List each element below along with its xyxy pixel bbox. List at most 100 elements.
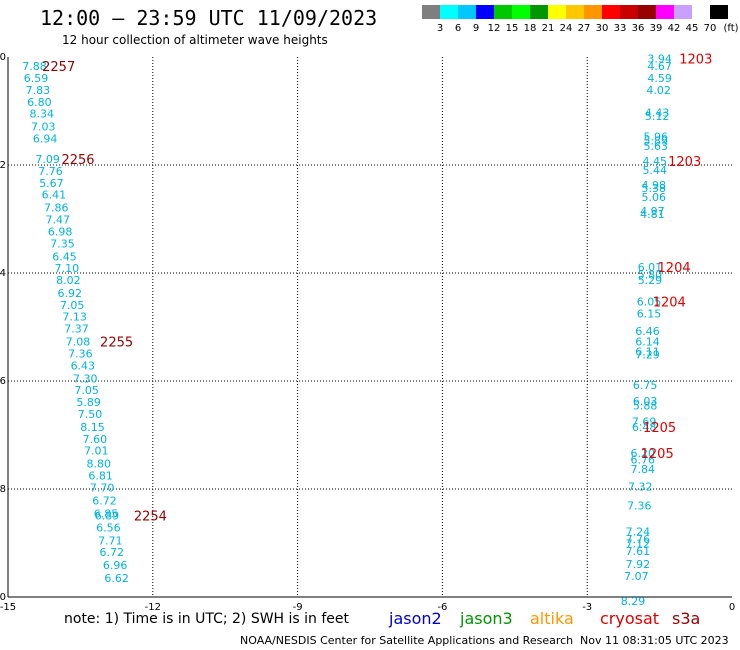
x-tick-label: -6 (437, 602, 447, 613)
x-tick-label: -9 (293, 602, 303, 613)
wave-height-value: 7.92 (626, 558, 651, 571)
wave-height-value: 6.75 (633, 379, 658, 392)
wave-height-value: 7.70 (90, 481, 115, 494)
credit-text: NOAA/NESDIS Center for Satellite Applica… (240, 634, 574, 647)
wave-height-value: 5.29 (638, 274, 663, 287)
wave-height-value: 5.80 (638, 269, 663, 282)
wave-height-value: 4.67 (647, 60, 672, 73)
wave-height-value: 7.09 (35, 153, 60, 166)
y-tick-label: 0 (0, 52, 6, 63)
wave-height-value: 8.80 (86, 458, 111, 471)
scale-swatch (692, 5, 710, 19)
wave-height-value: 4.81 (640, 208, 665, 221)
wave-height-value: 7.47 (45, 214, 70, 227)
y-tick-label: -8 (0, 484, 6, 495)
wave-height-value: 7.37 (64, 323, 89, 336)
scale-label: 27 (577, 23, 591, 34)
wave-height-value: 8.34 (30, 108, 55, 121)
marks-layer: 7.886.597.836.808.347.036.947.097.765.67… (22, 53, 712, 608)
pass-time-label: 1204 (653, 296, 686, 311)
wave-height-value: 6.56 (96, 521, 121, 534)
mission-label-altika: altika (530, 609, 574, 628)
wave-height-value: 7.50 (78, 408, 103, 421)
scale-swatch (548, 5, 566, 19)
wave-height-value: 7.29 (635, 349, 660, 362)
wave-height-value: 7.84 (630, 463, 655, 476)
wave-height-value: 6.98 (48, 225, 73, 238)
wave-height-value: 7.30 (73, 372, 98, 385)
scale-swatch (530, 5, 548, 19)
wave-height-value: 5.88 (633, 399, 658, 412)
mission-label-jason3: jason3 (460, 609, 513, 628)
wave-height-value: 7.24 (626, 526, 651, 539)
wave-height-value: 5.63 (643, 140, 668, 153)
scale-label: 6 (454, 23, 462, 34)
plot-area: -15-12-9-6-300-2-4-6-8-10 7.886.597.836.… (0, 52, 735, 613)
wave-height-value: 4.97 (640, 205, 665, 218)
wave-height-value: 7.76 (626, 533, 651, 546)
y-tick-label: -10 (0, 592, 6, 603)
wave-height-value: 5.38 (642, 182, 667, 195)
wave-height-value: 7.71 (98, 534, 123, 547)
scale-label: 30 (595, 23, 609, 34)
scale-swatch (512, 5, 530, 19)
wave-height-value: 5.44 (643, 164, 668, 177)
mission-label-jason2: jason2 (389, 609, 442, 628)
pass-time-label: 1205 (641, 447, 674, 462)
wave-height-value: 7.03 (31, 121, 56, 134)
wave-height-value: 6.20 (630, 447, 655, 460)
scale-swatch (638, 5, 656, 19)
scale-label: 21 (541, 23, 555, 34)
scale-label: 3 (436, 23, 444, 34)
scale-swatch (458, 5, 476, 19)
wave-height-value: 6.01 (638, 261, 663, 274)
wave-height-value: 4.02 (646, 84, 671, 97)
wave-height-value: 7.01 (84, 445, 109, 458)
pass-time-label: 1205 (643, 421, 676, 436)
wave-height-value: 7.35 (50, 237, 75, 250)
wave-height-value: 6.81 (88, 470, 113, 483)
wave-height-value: 7.08 (66, 336, 91, 349)
wave-height-value: 6.76 (630, 453, 655, 466)
y-tick-label: -4 (0, 268, 6, 279)
wave-height-value: 7.60 (83, 433, 108, 446)
scale-label: 12 (487, 23, 501, 34)
wave-height-value: 6.92 (58, 287, 83, 300)
wave-height-value: 6.89 (95, 509, 120, 522)
wave-height-value: 7.05 (74, 384, 99, 397)
wave-height-value: 7.83 (26, 84, 51, 97)
scale-swatch (656, 5, 674, 19)
wave-height-value: 8.29 (621, 595, 646, 608)
wave-height-value: 7.10 (55, 262, 80, 275)
scale-label: 42 (667, 23, 681, 34)
wave-height-value: 7.88 (22, 60, 47, 73)
pass-time-label: 1203 (679, 53, 712, 68)
wave-height-value: 7.05 (60, 299, 85, 312)
mission-label-cryosat: cryosat (600, 609, 660, 628)
scale-label: 39 (649, 23, 663, 34)
pass-time-label: 2255 (100, 336, 133, 351)
x-tick-label: 0 (729, 602, 735, 613)
wave-height-value: 7.86 (44, 202, 69, 215)
scale-label: 45 (685, 23, 699, 34)
wave-height-value: 6.72 (92, 494, 117, 507)
scale-swatch (566, 5, 584, 19)
x-tick-label: -15 (0, 602, 16, 613)
wave-height-value: 4.98 (642, 179, 667, 192)
wave-height-value: 6.80 (27, 96, 52, 109)
scale-unit: (ft) (723, 23, 739, 34)
wave-height-value: 8.02 (56, 274, 81, 287)
wave-height-value: 7.32 (628, 480, 653, 493)
wave-height-value: 7.07 (624, 570, 649, 583)
scale-swatch (710, 5, 728, 19)
wave-height-value: 6.15 (637, 308, 662, 321)
x-tick-label: -12 (145, 602, 161, 613)
chart-title: 12:00 — 23:59 UTC 11/09/2023 (40, 6, 378, 30)
pass-time-label: 2256 (61, 153, 94, 168)
chart-subtitle: 12 hour collection of altimeter wave hei… (62, 33, 328, 47)
pass-time-label: 1203 (668, 155, 701, 170)
wave-height-value: 4.43 (645, 107, 670, 120)
wave-height-value: 6.48 (632, 421, 657, 434)
scale-label: 9 (472, 23, 480, 34)
wave-height-value: 6.11 (635, 345, 660, 358)
